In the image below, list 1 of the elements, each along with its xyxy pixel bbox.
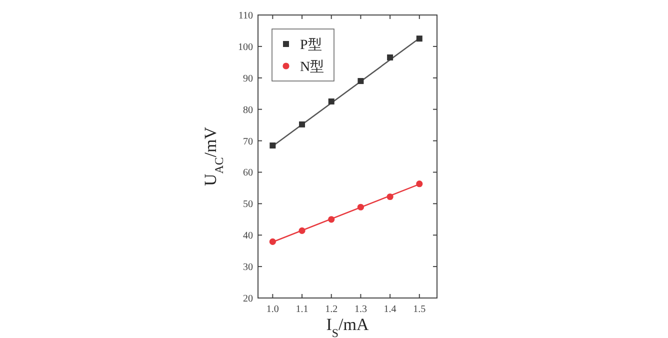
xlabel: I$_{S}$/mA bbox=[326, 315, 369, 338]
